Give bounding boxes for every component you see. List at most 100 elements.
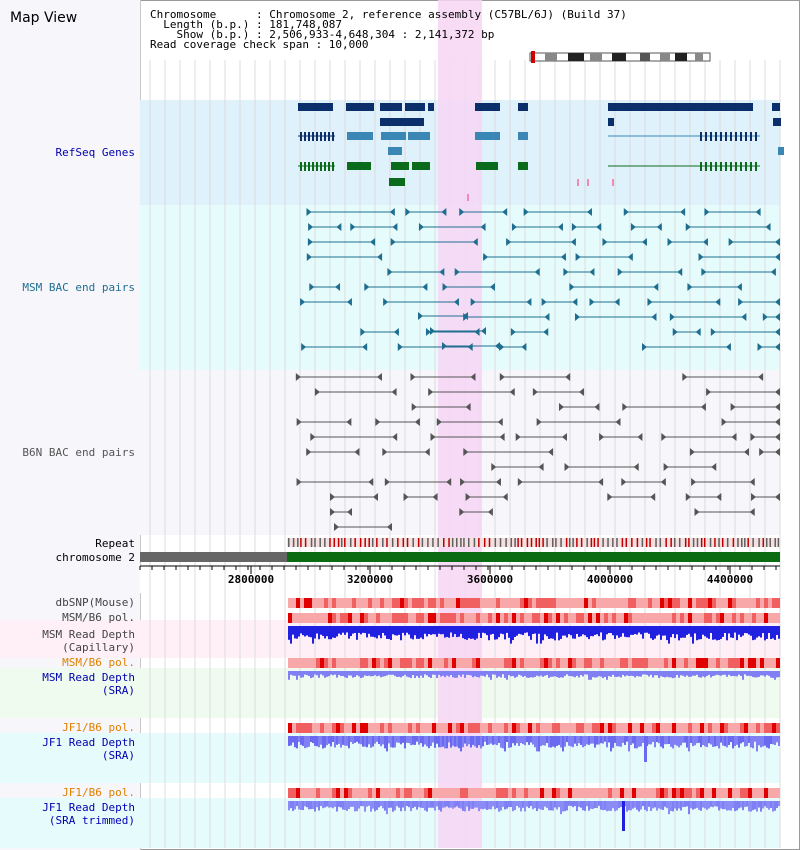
track-label-refseq[interactable]: RefSeq Genes	[55, 146, 135, 159]
jf1-b6-pol-strip	[744, 788, 748, 798]
msm-b6-pol-strip	[364, 658, 368, 668]
jf1-depth-sra-bar	[340, 736, 342, 748]
msm-depth-sra-bar	[616, 671, 618, 677]
msm-depth-cap-bar	[544, 626, 546, 635]
dbsnp-strip	[776, 598, 780, 608]
msm-depth-sra-bar	[438, 671, 440, 675]
msm-depth-cap-bar	[464, 626, 466, 640]
jf1-depth-trim-bar	[378, 801, 380, 808]
msm-b6-pol-strip	[644, 613, 648, 623]
jf1-depth-trim-bar	[402, 801, 404, 808]
jf1-depth-trim-bar	[582, 801, 584, 811]
msm-depth-sra-bar	[632, 671, 634, 676]
jf1-depth-sra-bar	[752, 736, 754, 749]
refseq-exon	[312, 132, 314, 141]
msm-bac-pair-end	[698, 253, 704, 261]
dbsnp-strip	[656, 598, 660, 608]
jf1-b6-pol-strip	[700, 723, 704, 733]
track-label-msm-bac[interactable]: MSM BAC end pairs	[22, 281, 135, 294]
msm-b6-pol-strip	[324, 613, 328, 623]
msm-depth-cap-bar	[514, 626, 516, 637]
jf1-depth-sra-bar	[306, 736, 308, 748]
jf1-depth-trim-bar	[566, 801, 568, 811]
repeat-element	[359, 538, 362, 547]
msm-b6-pol-strip	[488, 658, 492, 668]
length-line: Length (b.p.) : 181,748,087	[150, 18, 343, 31]
jf1-depth-sra-bar	[550, 736, 552, 748]
jf1-depth-sra-bar	[708, 736, 710, 744]
jf1-depth-trim-bar	[552, 801, 554, 811]
refseq-exon	[300, 132, 302, 141]
msm-depth-cap-bar	[494, 626, 496, 640]
msm-bac-pair-end	[442, 342, 447, 350]
jf1-b6-pol-strip	[372, 788, 376, 798]
jf1-depth-trim-bar	[368, 801, 370, 806]
jf1-depth-sra-bar	[682, 736, 684, 743]
ideogram-band	[612, 53, 626, 61]
jf1-b6-pol-strip	[420, 788, 424, 798]
jf1-depth-trim-bar	[704, 801, 706, 809]
msm-depth-cap-bar	[648, 626, 650, 634]
msm-depth-cap-bar	[634, 626, 636, 635]
msm-depth-cap-bar	[756, 626, 758, 638]
msm-depth-cap-bar	[702, 626, 704, 635]
jf1-depth-sra-bar	[310, 736, 312, 743]
jf1-b6-pol-strip	[308, 788, 312, 798]
jf1-b6-pol-strip	[464, 723, 468, 733]
msm-depth-sra-bar	[450, 671, 452, 675]
msm-depth-cap-bar	[542, 626, 544, 641]
b6n-bac-pair-end	[410, 373, 416, 381]
msm-b6-pol-strip	[520, 613, 524, 623]
msm-depth-sra-bar	[292, 671, 294, 676]
jf1-b6-pol-strip	[608, 723, 612, 733]
b6n-bac-pair-end	[296, 478, 302, 486]
jf1-depth-trim-bar	[772, 801, 774, 812]
msm-b6-pol-strip	[520, 658, 524, 668]
msm-depth-cap-bar	[372, 626, 374, 637]
jf1-depth-sra-bar	[702, 736, 704, 746]
jf1-depth-sra-bar	[738, 736, 740, 748]
msm-b6-pol-strip	[684, 613, 688, 623]
dbsnp-strip	[548, 598, 552, 608]
jf1-depth-trim-bar	[726, 801, 728, 811]
jf1-depth-sra-bar	[482, 736, 484, 747]
msm-depth-cap-bar	[344, 626, 346, 635]
msm-bac-pair-end	[617, 268, 623, 276]
repeat-element	[552, 538, 554, 547]
refseq-exon	[750, 162, 752, 171]
msm-b6-pol-strip	[476, 658, 480, 668]
jf1-depth-trim-bar	[564, 801, 566, 812]
jf1-depth-sra-bar	[468, 736, 470, 745]
jf1-b6-pol-strip	[360, 788, 364, 798]
jf1-b6-pol-strip	[504, 788, 508, 798]
jf1-depth-sra-bar	[500, 736, 502, 748]
msm-depth-sra-bar	[604, 671, 606, 677]
jf1-depth-sra-bar	[300, 736, 302, 745]
dbsnp-strip	[568, 598, 572, 608]
jf1-depth-trim-bar	[446, 801, 448, 807]
msm-b6-pol-strip	[356, 658, 360, 668]
jf1-b6-pol-strip	[508, 788, 512, 798]
track-label-b6n-bac[interactable]: B6N BAC end pairs	[22, 446, 135, 459]
msm-depth-cap-bar	[474, 626, 476, 640]
msm-b6-pol-strip	[376, 613, 380, 623]
jf1-depth-trim-bar	[746, 801, 748, 807]
jf1-depth-sra-bar	[724, 736, 726, 747]
jf1-depth-trim-bar	[592, 801, 594, 810]
msm-depth-sra-bar	[748, 671, 750, 676]
msm-b6-pol-strip	[592, 613, 596, 623]
msm-depth-cap-bar	[578, 626, 580, 637]
msm-bac-pair-end	[346, 298, 352, 306]
msm-depth-sra-bar	[652, 671, 654, 678]
dbsnp-strip	[752, 598, 756, 608]
msm-b6-pol-strip	[628, 658, 632, 668]
jf1-depth-sra-bar	[466, 736, 468, 747]
dbsnp-strip	[696, 598, 700, 608]
repeat-element	[688, 538, 690, 547]
jf1-depth-trim-bar	[364, 801, 366, 812]
jf1-depth-sra-bar	[444, 736, 446, 749]
msm-depth-cap-bar	[512, 626, 514, 641]
msm-depth-cap-label-bg	[0, 620, 140, 658]
jf1-depth-sra-bar	[506, 736, 508, 742]
msm-b6-pol-strip	[296, 658, 300, 668]
